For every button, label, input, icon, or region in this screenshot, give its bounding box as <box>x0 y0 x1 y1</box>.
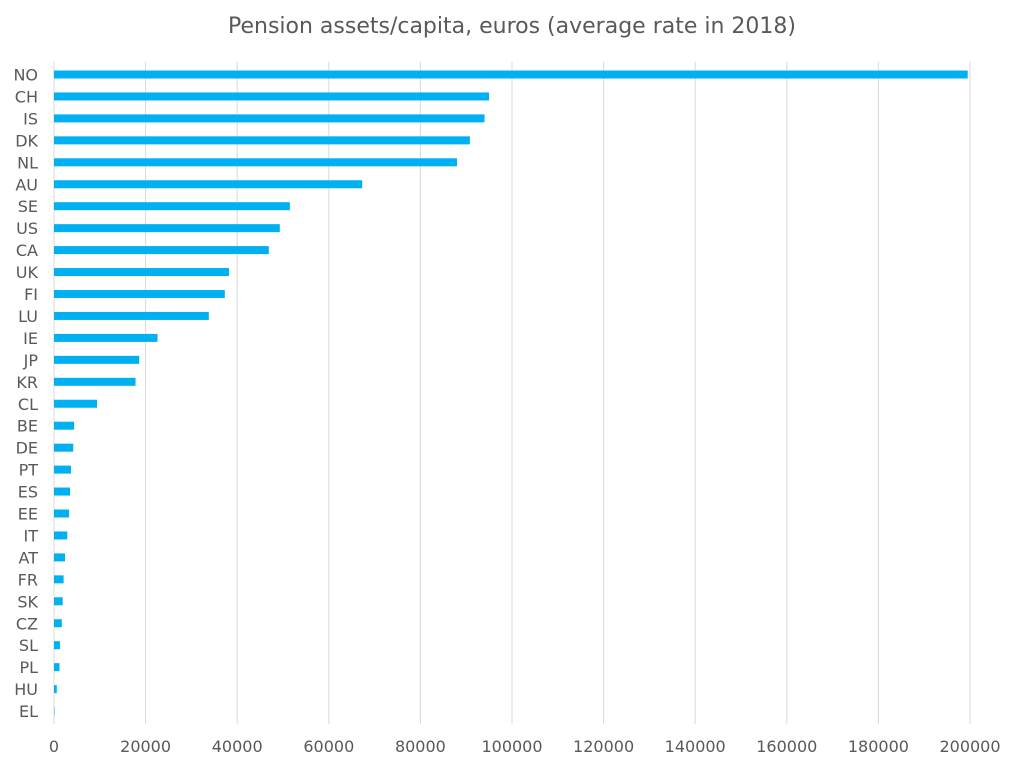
x-tick-label: 200000 <box>939 737 1000 756</box>
bar-ch <box>54 92 490 101</box>
category-label: JP <box>23 351 39 370</box>
category-label: UK <box>16 263 39 282</box>
bar-de <box>54 443 74 452</box>
bar-pl <box>54 663 60 672</box>
category-label: EL <box>19 702 38 721</box>
category-label: CH <box>15 87 38 106</box>
category-label: AT <box>19 548 39 567</box>
category-label: CL <box>18 395 38 414</box>
x-tick-label: 0 <box>49 737 59 756</box>
bar-kr <box>54 377 136 386</box>
bar-cl <box>54 399 98 408</box>
bar-ee <box>54 509 70 518</box>
category-label: LU <box>18 307 38 326</box>
category-label: KR <box>16 373 38 392</box>
category-label: BE <box>17 417 38 436</box>
category-label: HU <box>14 680 38 699</box>
x-tick-label: 160000 <box>756 737 817 756</box>
category-labels: NO CH IS DK NL AU SE US CA UK FI LU IE JP KR CL BE DE PT ES… <box>13 66 38 722</box>
category-label: NL <box>17 153 38 172</box>
category-label: EE <box>18 505 38 524</box>
category-label: US <box>16 219 38 238</box>
gridlines <box>53 62 971 724</box>
x-tick-label: 40000 <box>212 737 263 756</box>
bar-fi <box>54 290 225 298</box>
bar-at <box>54 553 65 562</box>
category-label: SK <box>17 592 38 611</box>
bar-us <box>54 224 280 233</box>
category-label: SL <box>19 636 38 655</box>
category-label: CZ <box>16 614 38 633</box>
x-axis-tick-labels: 0 20000 40000 60000 80000 100000 120000 140000 1… <box>49 737 1001 756</box>
bar-jp <box>54 355 140 364</box>
bar-be <box>54 421 75 430</box>
bar-au <box>54 180 363 189</box>
bar-it <box>54 531 68 540</box>
category-label: IT <box>24 526 39 545</box>
bar-no <box>54 70 968 79</box>
category-label: SE <box>18 197 38 216</box>
bar-es <box>54 487 71 496</box>
x-tick-label: 140000 <box>665 737 726 756</box>
category-label: IS <box>23 109 38 128</box>
bar-uk <box>54 268 229 277</box>
x-tick-label: 180000 <box>848 737 909 756</box>
x-tick-label: 20000 <box>120 737 171 756</box>
category-label: FI <box>24 285 38 304</box>
bar-cz <box>54 619 62 628</box>
bar-ie <box>54 333 158 342</box>
bar-ca <box>54 246 269 255</box>
bar-dk <box>54 136 470 145</box>
bar-sl <box>54 641 60 650</box>
category-label: FR <box>18 570 38 589</box>
x-tick-label: 120000 <box>573 737 634 756</box>
category-label: PT <box>19 461 39 480</box>
category-label: DK <box>15 131 38 150</box>
bar-fr <box>54 575 64 584</box>
bar-lu <box>54 311 209 320</box>
category-label: IE <box>23 329 38 348</box>
bar-pt <box>54 465 71 474</box>
category-label: PL <box>19 658 38 677</box>
category-label: ES <box>18 483 38 502</box>
bar-se <box>54 202 290 211</box>
bars <box>54 70 968 716</box>
bar-is <box>54 114 485 123</box>
bar-sk <box>54 597 63 606</box>
category-label: AU <box>15 175 38 194</box>
x-tick-label: 100000 <box>481 737 542 756</box>
category-label: DE <box>16 439 38 458</box>
x-tick-label: 60000 <box>303 737 354 756</box>
category-label: NO <box>13 66 38 85</box>
chart-title: Pension assets/capita, euros (average ra… <box>227 14 796 39</box>
bar-nl <box>54 158 458 167</box>
x-tick-label: 80000 <box>395 737 446 756</box>
bar-hu <box>54 685 57 694</box>
category-label: CA <box>16 241 38 260</box>
